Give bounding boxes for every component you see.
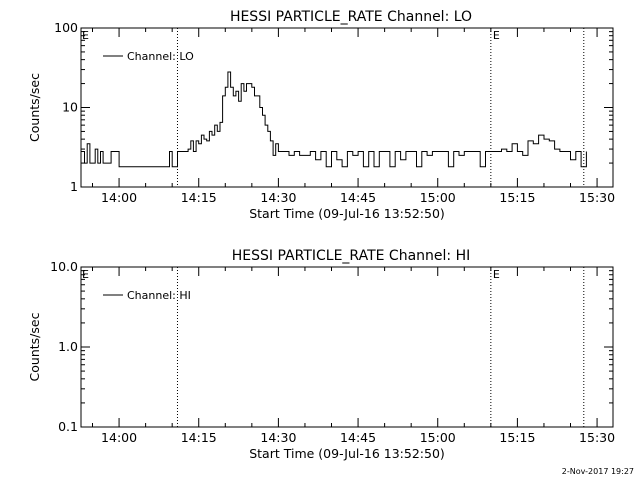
- x-tick-label: 15:00: [420, 190, 456, 205]
- chart-panel-1: HESSI PARTICLE_RATE Channel: LO Start Tim…: [27, 9, 615, 221]
- footer-timestamp: 2-Nov-2017 19:27: [561, 467, 634, 476]
- legend-entry: Channel: LO: [127, 50, 194, 63]
- y-tick-label: 0.1: [58, 419, 78, 434]
- left-marker-label: E: [82, 29, 89, 42]
- x-tick-label: 14:15: [181, 190, 217, 205]
- y-tick-label: 10.0: [50, 259, 78, 274]
- y-axis-label: Counts/sec: [27, 312, 42, 381]
- chart-title: HESSI PARTICLE_RATE Channel: LO: [230, 9, 472, 25]
- y-axis-label: Counts/sec: [27, 73, 42, 142]
- x-tick-label: 15:30: [579, 190, 615, 205]
- x-tick-label: 15:15: [499, 190, 535, 205]
- x-tick-label: 14:00: [101, 190, 137, 205]
- x-tick-label: 14:45: [340, 190, 376, 205]
- series-line-channel-lo: [81, 71, 587, 168]
- x-tick-label: 14:30: [260, 190, 296, 205]
- x-tick-label: 15:00: [420, 430, 456, 445]
- event-marker-label: E: [493, 268, 500, 281]
- x-tick-label: 15:15: [499, 430, 535, 445]
- legend-entry: Channel: HI: [127, 289, 191, 302]
- left-marker-label: E: [82, 268, 89, 281]
- chart-title: HESSI PARTICLE_RATE Channel: HI: [232, 248, 470, 264]
- y-tick-label: 1.0: [58, 339, 78, 354]
- x-tick-label: 14:45: [340, 430, 376, 445]
- y-tick-label: 1: [70, 179, 78, 194]
- x-tick-label: 14:00: [101, 430, 137, 445]
- y-tick-label: 100: [54, 20, 78, 35]
- x-tick-label: 14:30: [260, 430, 296, 445]
- event-marker-label: E: [493, 29, 500, 42]
- chart-panel-2: HESSI PARTICLE_RATE Channel: HI Start Tim…: [27, 248, 615, 461]
- x-tick-label: 15:30: [579, 430, 615, 445]
- x-axis-label: Start Time (09-Jul-16 13:52:50): [249, 446, 445, 461]
- x-axis-label: Start Time (09-Jul-16 13:52:50): [249, 206, 445, 221]
- y-tick-label: 10: [62, 100, 78, 115]
- x-tick-label: 14:15: [181, 430, 217, 445]
